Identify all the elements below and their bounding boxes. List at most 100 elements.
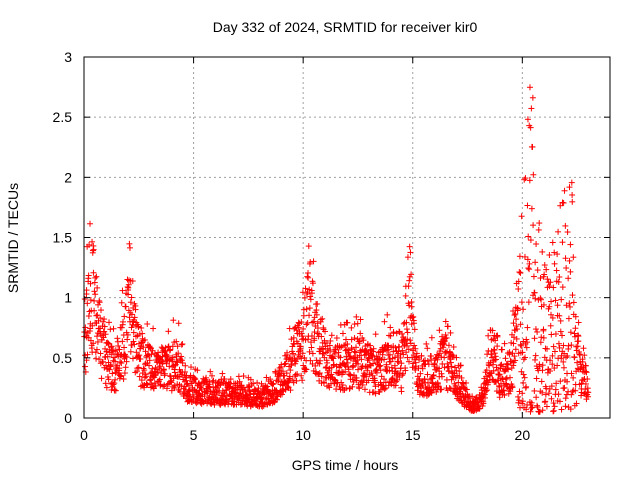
data-point (300, 312, 307, 319)
data-point (163, 351, 170, 358)
x-tick-label: 20 (515, 427, 531, 443)
data-point (525, 265, 532, 272)
data-point (377, 367, 384, 374)
data-point (377, 381, 384, 388)
data-point (165, 328, 172, 335)
data-point (450, 353, 457, 360)
data-point (308, 290, 315, 297)
data-point (386, 351, 393, 358)
data-point (540, 334, 547, 341)
data-point (337, 354, 344, 361)
data-point (515, 286, 522, 293)
data-point (541, 262, 548, 269)
data-point (293, 377, 300, 384)
data-point (433, 388, 440, 395)
data-point (430, 372, 437, 379)
data-point (522, 175, 529, 182)
data-point (315, 371, 322, 378)
data-point (326, 384, 333, 391)
data-point (283, 370, 290, 377)
data-point (510, 362, 517, 369)
data-point (453, 354, 460, 361)
data-point (101, 316, 108, 323)
data-point (536, 220, 543, 227)
data-point (484, 387, 491, 394)
data-point (535, 226, 542, 233)
data-point (438, 370, 445, 377)
data-point (366, 361, 373, 368)
data-point (566, 184, 573, 191)
data-point (359, 381, 366, 388)
y-tick-label: 2.5 (53, 109, 73, 125)
data-point (133, 349, 140, 356)
data-point (182, 362, 189, 369)
data-point (299, 333, 306, 340)
data-point (173, 338, 180, 345)
data-point (445, 342, 452, 349)
data-point (568, 370, 575, 377)
data-point (87, 297, 94, 304)
data-point (567, 329, 574, 336)
data-point (91, 297, 98, 304)
data-point (270, 380, 277, 387)
data-points-layer (81, 84, 592, 415)
data-point (363, 373, 370, 380)
data-point (361, 386, 368, 393)
data-point (314, 300, 321, 307)
data-point (568, 179, 575, 186)
data-point (186, 388, 193, 395)
data-point (275, 377, 282, 384)
data-point (131, 341, 138, 348)
data-point (201, 393, 208, 400)
data-point (438, 373, 445, 380)
data-point (407, 337, 414, 344)
data-point (363, 351, 370, 358)
data-point (534, 267, 541, 274)
data-point (557, 202, 564, 209)
data-point (552, 297, 559, 304)
data-point (549, 361, 556, 368)
data-point (516, 269, 523, 276)
data-point (546, 283, 553, 290)
data-point (397, 350, 404, 357)
data-point (391, 354, 398, 361)
data-point (500, 363, 507, 370)
data-point (564, 229, 571, 236)
data-point (97, 314, 104, 321)
data-point (539, 362, 546, 369)
data-point (566, 303, 573, 310)
data-point (566, 257, 573, 264)
data-point (287, 367, 294, 374)
data-point (496, 371, 503, 378)
data-point (527, 408, 534, 415)
data-point (521, 374, 528, 381)
data-point (546, 303, 553, 310)
data-point (96, 356, 103, 363)
data-point (551, 403, 558, 410)
data-point (583, 369, 590, 376)
data-point (387, 358, 394, 365)
data-point (141, 367, 148, 374)
data-point (398, 388, 405, 395)
data-point (526, 84, 533, 91)
data-point (390, 348, 397, 355)
data-point (547, 322, 554, 329)
data-point (461, 398, 468, 405)
y-tick-label: 1.5 (53, 230, 73, 246)
data-point (562, 222, 569, 229)
data-point (213, 391, 220, 398)
data-point (269, 381, 276, 388)
data-point (512, 346, 519, 353)
data-point (173, 358, 180, 365)
data-point (106, 366, 113, 373)
data-point (92, 349, 99, 356)
data-point (295, 324, 302, 331)
data-point (517, 321, 524, 328)
data-point (558, 296, 565, 303)
data-point (318, 333, 325, 340)
data-point (369, 352, 376, 359)
data-point (483, 388, 490, 395)
y-tick-label: 1 (64, 290, 72, 306)
data-point (545, 390, 552, 397)
data-point (424, 358, 431, 365)
